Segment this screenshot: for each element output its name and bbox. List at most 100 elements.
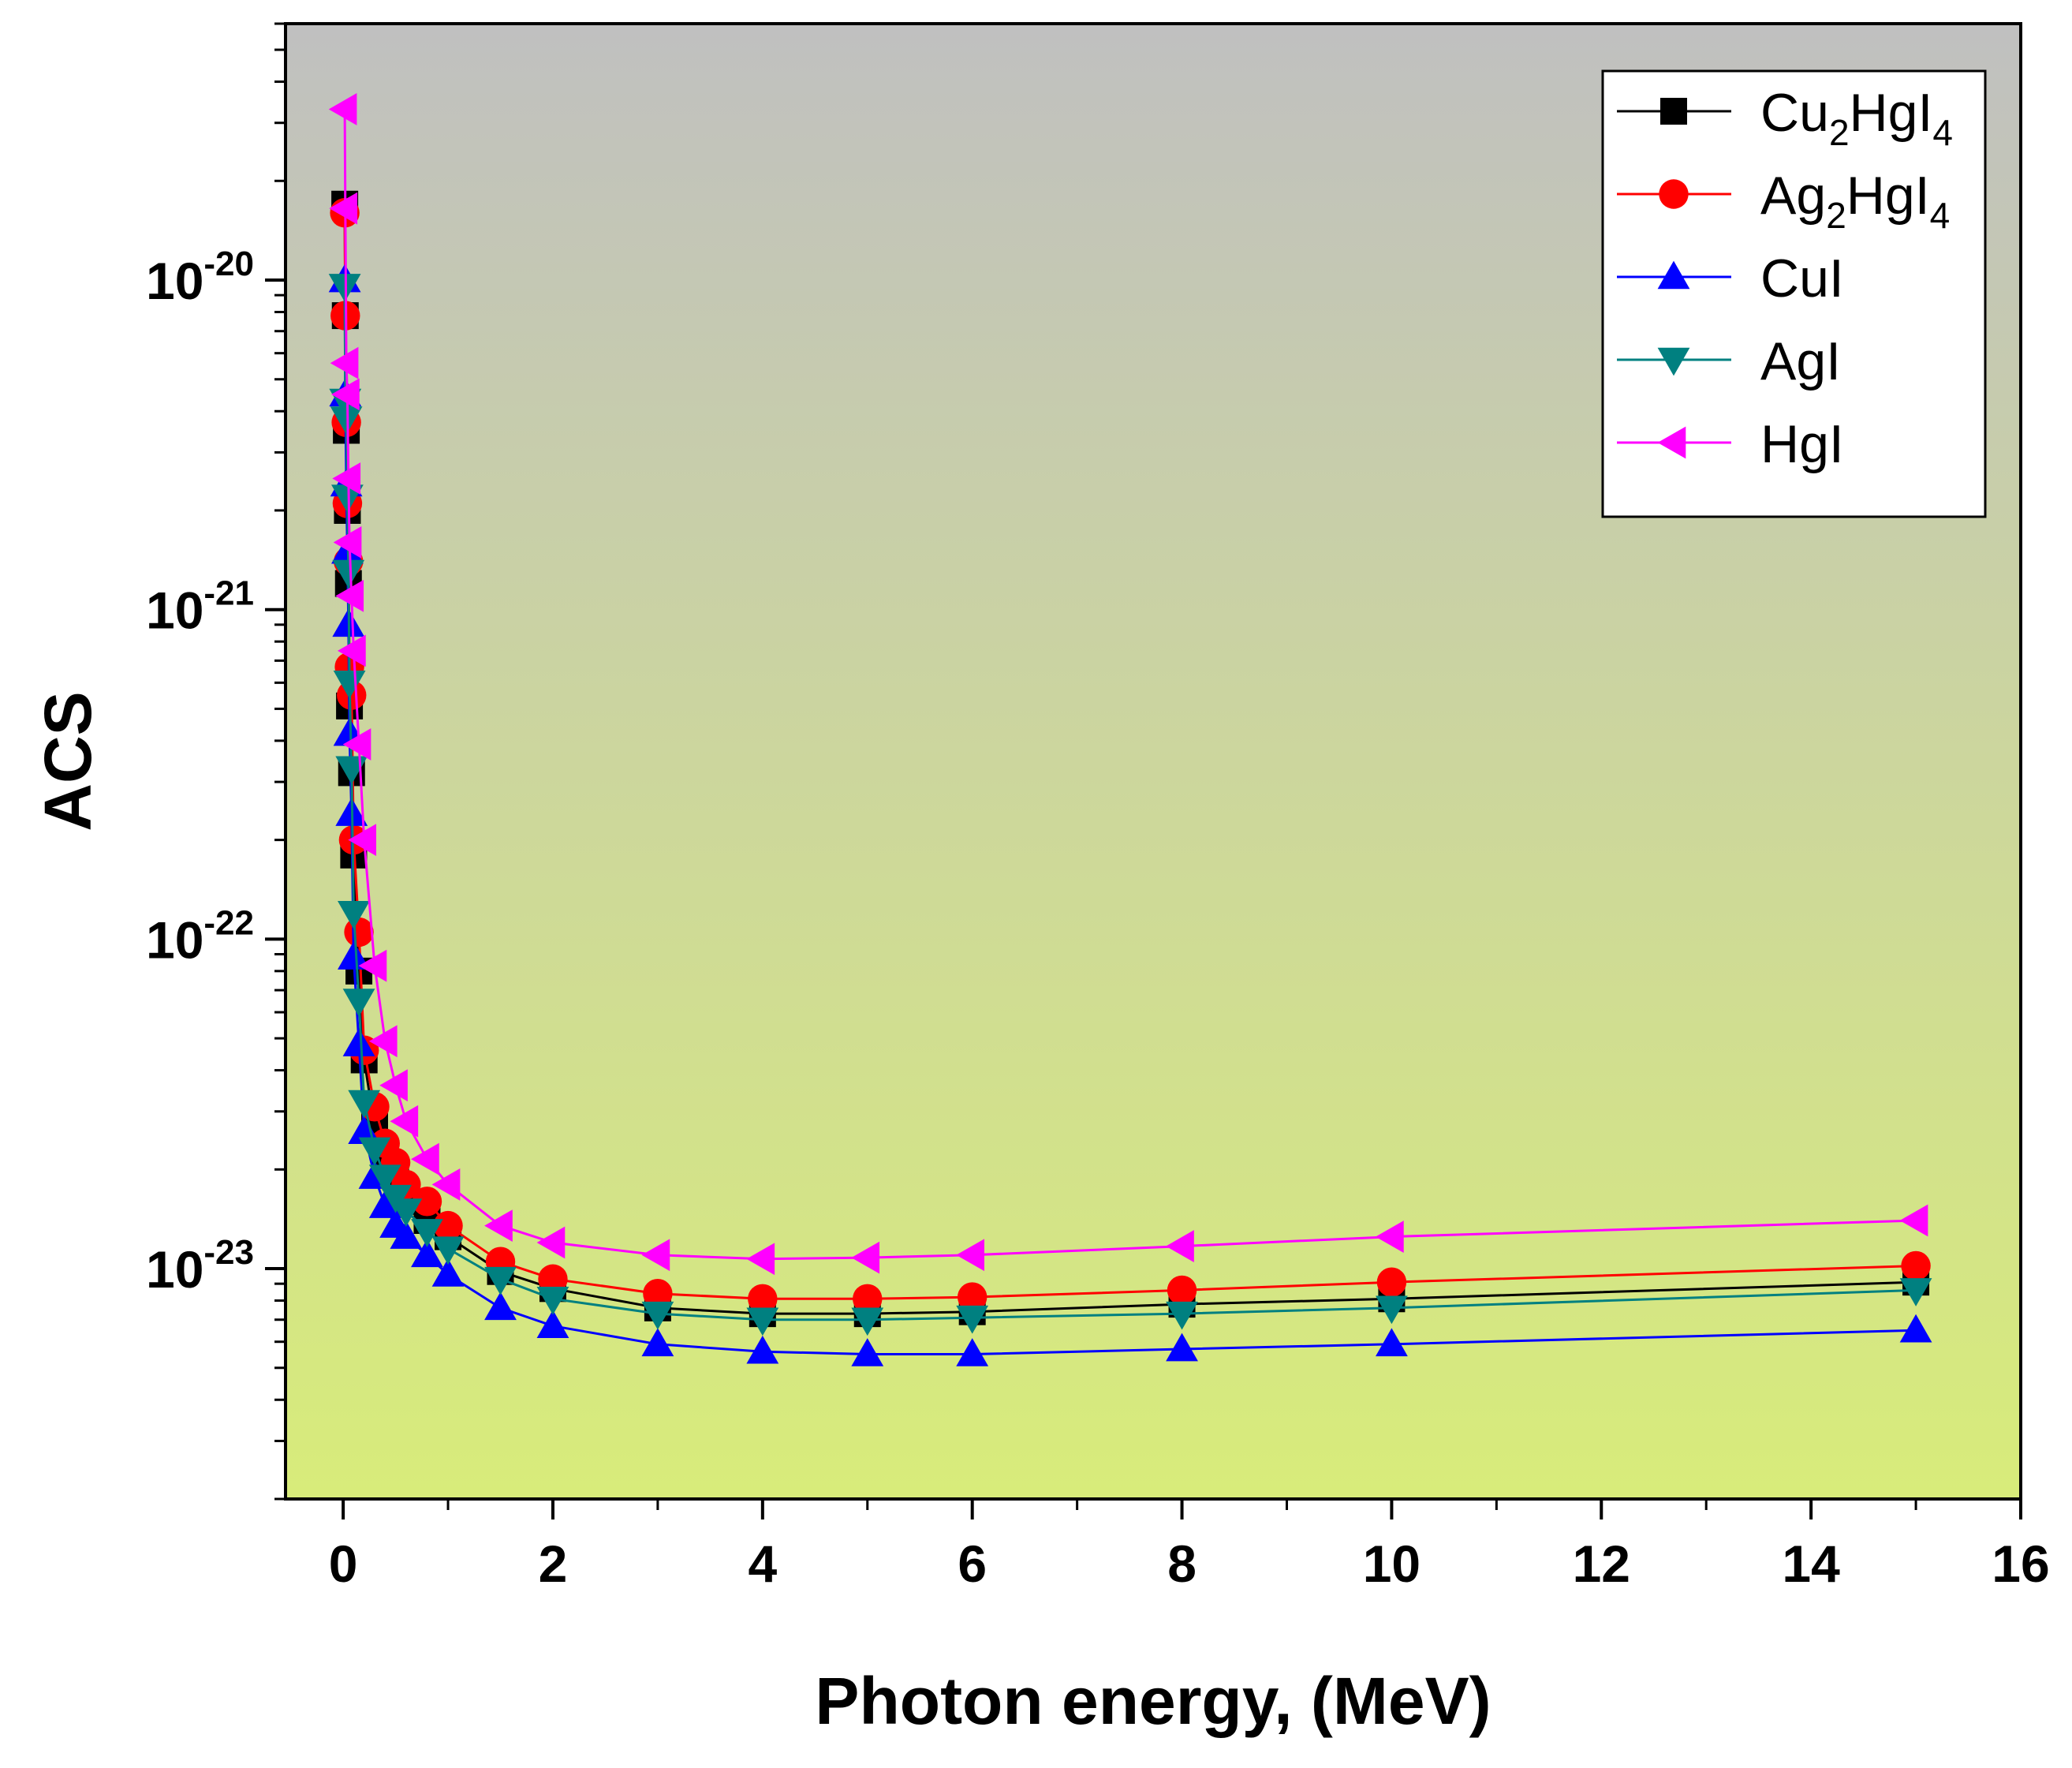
x-tick-label: 10	[1363, 1534, 1421, 1593]
data-point-HgI-3	[331, 378, 360, 411]
series-HgI	[328, 93, 1928, 1276]
legend-label: Cu2HgI4	[1760, 83, 1953, 153]
data-point-HgI-16	[484, 1209, 513, 1243]
data-point-HgI-11	[368, 1025, 398, 1058]
data-point-AgI-17	[536, 1286, 569, 1315]
data-point-CuI-20	[851, 1338, 884, 1366]
data-point-AgI-10	[358, 1137, 391, 1166]
data-point-AgI-24	[1899, 1278, 1932, 1306]
data-point-CuI-11	[368, 1190, 401, 1218]
legend-marker-AgI	[1657, 347, 1690, 376]
y-axis: 10-20 10-21 10-22 10-23	[146, 22, 286, 1501]
x-tick-label: 16	[1992, 1534, 2049, 1593]
data-point-AgI-13	[390, 1198, 423, 1227]
data-point-Ag2HgI4-23	[1376, 1267, 1407, 1297]
data-point-CuI-18	[641, 1328, 674, 1357]
x-tick-label: 8	[1167, 1534, 1197, 1593]
x-tick-label: 0	[329, 1534, 358, 1593]
data-point-CuI-24	[1899, 1314, 1932, 1343]
data-point-HgI-18	[641, 1239, 670, 1272]
data-point-CuI-7	[338, 941, 370, 970]
legend-marker-CuI	[1657, 260, 1690, 290]
data-point-HgI-17	[536, 1226, 566, 1259]
legend-item-CuI: CuI	[1617, 249, 1844, 308]
data-point-AgI-21	[956, 1305, 989, 1334]
data-point-Ag2HgI4-17	[538, 1264, 568, 1294]
data-point-CuI-19	[746, 1335, 779, 1364]
data-point-CuI-23	[1376, 1328, 1408, 1357]
data-point-CuI-17	[536, 1310, 569, 1338]
y-tick-label: 10-22	[146, 903, 254, 969]
data-point-Ag2HgI4-19	[748, 1284, 778, 1314]
y-tick-label: 10-21	[146, 574, 254, 640]
data-point-HgI-15	[431, 1168, 461, 1201]
data-point-CuI-21	[956, 1338, 989, 1366]
data-point-CuI-15	[431, 1258, 465, 1287]
legend-marker-Cu2HgI4	[1660, 98, 1687, 125]
y-tick-label: 10-23	[146, 1233, 254, 1299]
data-point-Ag2HgI4-22	[1167, 1275, 1197, 1306]
x-tick-label: 14	[1782, 1534, 1840, 1593]
legend-label: HgI	[1760, 414, 1844, 474]
data-point-AgI-16	[484, 1266, 517, 1295]
x-tick-label: 6	[958, 1534, 987, 1593]
series-AgI	[328, 274, 1932, 1336]
x-tick-label: 12	[1573, 1534, 1630, 1593]
data-point-CuI-16	[484, 1291, 517, 1321]
data-point-HgI-21	[956, 1239, 984, 1272]
data-point-AgI-3	[331, 484, 364, 514]
data-point-AgI-2	[330, 406, 363, 435]
data-point-Ag2HgI4-20	[853, 1284, 883, 1314]
x-tick-label: 2	[539, 1534, 568, 1593]
y-tick-label: 10-20	[146, 245, 254, 310]
data-point-HgI-7	[338, 634, 366, 667]
legend-label: AgI	[1760, 331, 1841, 391]
legend-label: Ag2HgI4	[1760, 166, 1950, 236]
data-point-HgI-4	[332, 462, 361, 495]
data-point-Ag2HgI4-18	[643, 1278, 673, 1309]
data-point-HgI-19	[746, 1243, 775, 1276]
data-point-HgI-20	[851, 1241, 880, 1274]
data-point-AgI-18	[641, 1301, 674, 1330]
data-point-AgI-15	[431, 1236, 465, 1265]
data-point-HgI-6	[335, 580, 364, 612]
data-point-HgI-1	[329, 192, 358, 225]
data-point-CuI-14	[411, 1239, 443, 1268]
data-point-HgI-23	[1376, 1220, 1404, 1253]
data-point-AgI-19	[746, 1307, 779, 1336]
series-layer	[328, 93, 1932, 1366]
data-point-HgI-9	[348, 824, 376, 857]
legend-item-HgI: HgI	[1617, 414, 1844, 474]
data-point-CuI-8	[342, 1028, 375, 1056]
data-point-Ag2HgI4-8	[344, 917, 374, 948]
legend-marker-HgI	[1657, 426, 1686, 459]
legend-marker-Ag2HgI4	[1659, 179, 1689, 209]
data-point-AgI-9	[348, 1090, 381, 1119]
legend-item-Ag2HgI4: Ag2HgI4	[1617, 166, 1950, 236]
legend: Cu2HgI4 Ag2HgI4 CuI AgI HgI	[1601, 69, 1987, 518]
data-point-CuI-13	[390, 1220, 423, 1249]
legend-item-AgI: AgI	[1617, 331, 1841, 391]
data-point-HgI-24	[1899, 1204, 1928, 1237]
y-axis-title: ACS	[31, 691, 105, 831]
data-point-Ag2HgI4-14	[412, 1187, 442, 1217]
data-point-HgI-14	[411, 1142, 439, 1176]
x-tick-label: 4	[748, 1534, 777, 1593]
data-point-CuI-22	[1166, 1333, 1198, 1362]
data-point-AgI-5	[333, 671, 366, 699]
data-point-HgI-10	[358, 949, 387, 982]
data-point-Ag2HgI4-15	[433, 1210, 463, 1241]
data-point-HgI-0	[328, 93, 357, 125]
data-point-HgI-13	[390, 1105, 419, 1138]
data-point-AgI-22	[1166, 1301, 1198, 1330]
data-point-HgI-8	[342, 728, 371, 761]
data-point-AgI-11	[368, 1164, 401, 1194]
x-axis: 0 2 4 6 8 10 12 14 16	[329, 1499, 2050, 1593]
data-point-AgI-7	[338, 901, 370, 929]
data-point-Ag2HgI4-21	[957, 1282, 987, 1312]
data-point-Ag2HgI4-24	[1901, 1250, 1931, 1281]
data-point-HgI-12	[379, 1069, 408, 1102]
data-point-AgI-14	[411, 1219, 443, 1247]
data-point-HgI-5	[333, 526, 362, 559]
